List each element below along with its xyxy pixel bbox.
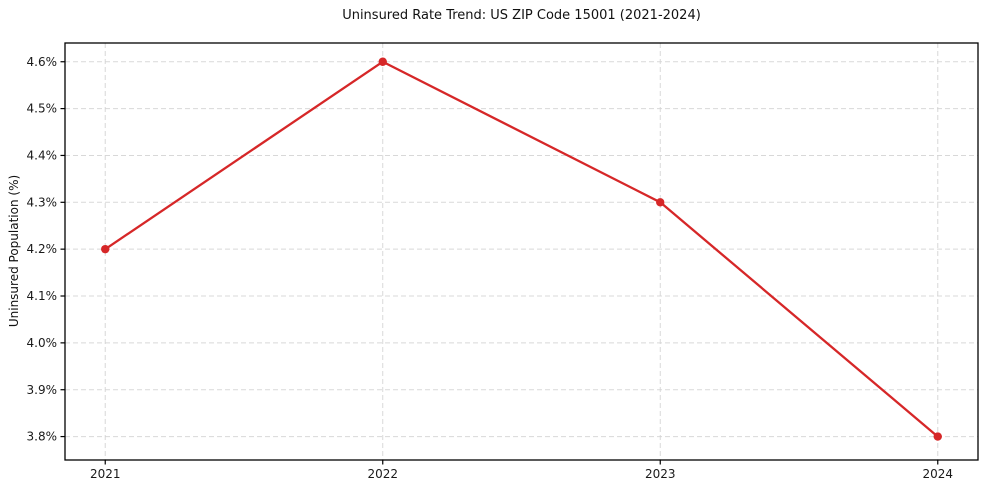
y-axis-label: Uninsured Population (%) bbox=[7, 174, 21, 328]
data-point-2021 bbox=[101, 244, 110, 254]
axes-border bbox=[64, 42, 979, 461]
y-tick-label-4.0%: 4.0% bbox=[27, 336, 58, 350]
data-point-2022 bbox=[378, 57, 387, 66]
y-tick-label-4.1%: 4.1% bbox=[27, 289, 58, 303]
x-tick-label-2022: 2022 bbox=[367, 467, 398, 481]
y-tick-label-4.6%: 4.6% bbox=[27, 55, 58, 69]
chart-title: Uninsured Rate Trend: US ZIP Code 15001 … bbox=[342, 8, 701, 23]
y-tick-label-4.4%: 4.4% bbox=[27, 149, 58, 163]
trend-line bbox=[104, 60, 939, 438]
y-tick-label-4.5%: 4.5% bbox=[27, 102, 58, 116]
y-tick-label-3.8%: 3.8% bbox=[27, 430, 58, 444]
x-tick-label-2021: 2021 bbox=[90, 467, 121, 481]
data-point-2023 bbox=[656, 198, 665, 207]
data-point-2024 bbox=[933, 432, 942, 441]
y-tick-label-3.9%: 3.9% bbox=[27, 383, 58, 397]
y-tick-label-4.2%: 4.2% bbox=[27, 242, 58, 256]
x-tick-label-2023: 2023 bbox=[645, 467, 676, 481]
y-tick-label-4.3%: 4.3% bbox=[27, 195, 58, 209]
x-tick-label-2024: 2024 bbox=[922, 467, 953, 481]
